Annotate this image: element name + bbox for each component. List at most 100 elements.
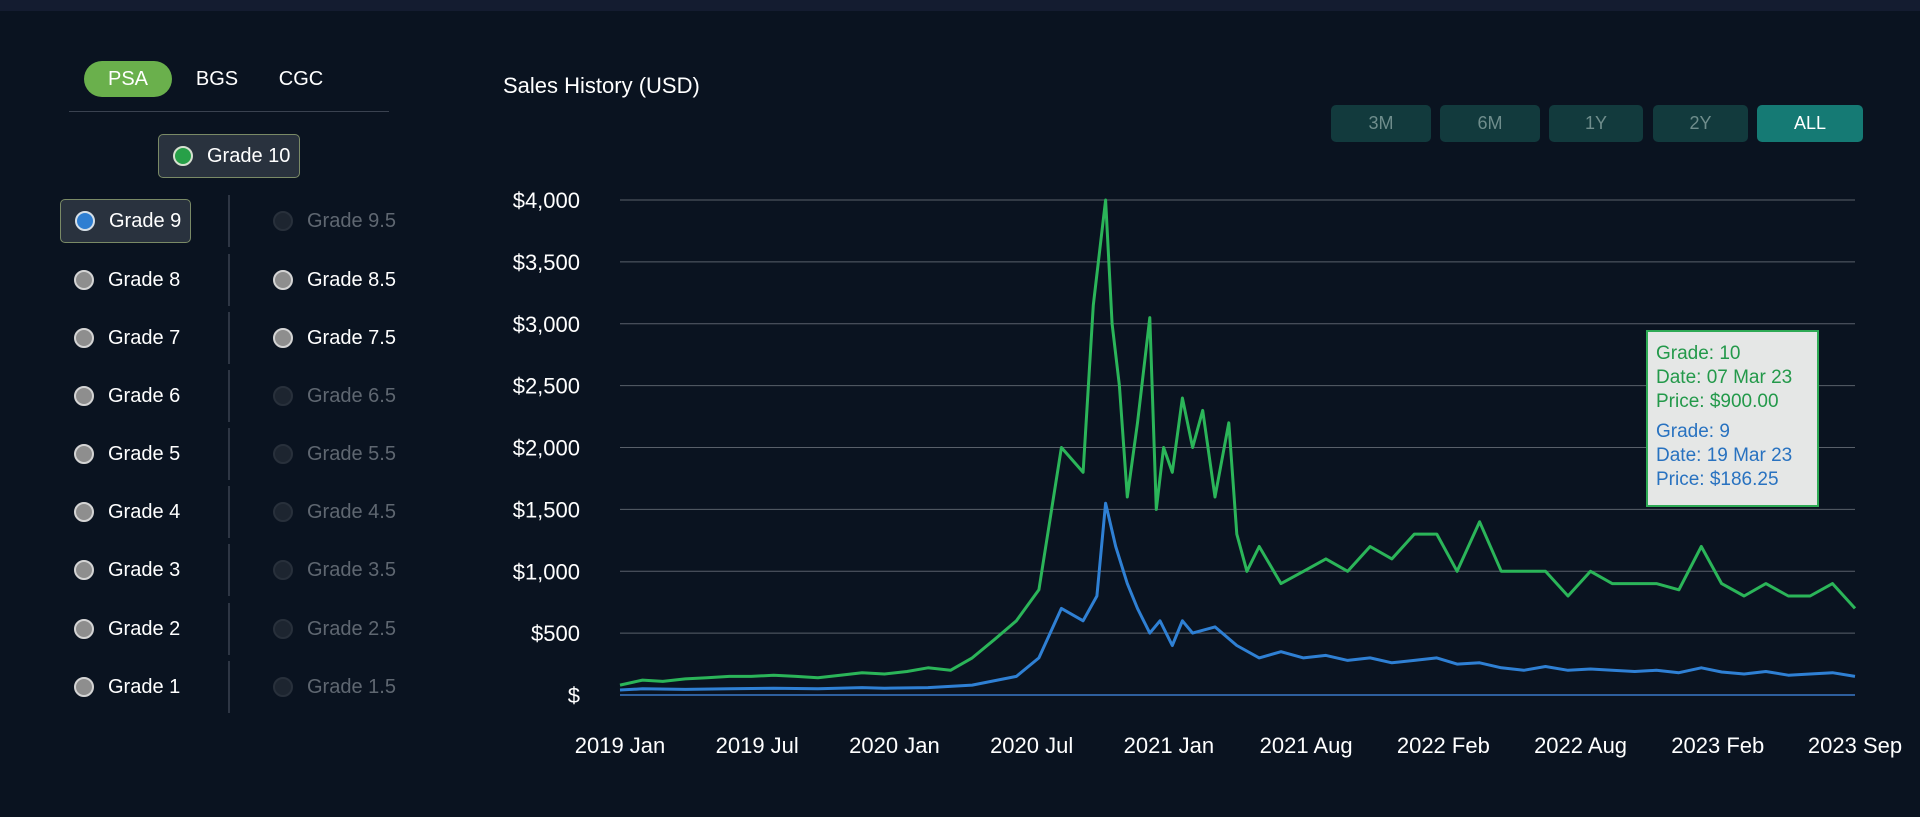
grade-10-label: Grade 10 bbox=[207, 144, 291, 167]
grade-label: Grade 3 bbox=[108, 558, 181, 581]
grade-toggle-left-6[interactable]: Grade 4 bbox=[60, 490, 210, 534]
grade-column-separator bbox=[228, 254, 230, 306]
grade-color-dot bbox=[74, 619, 94, 639]
grade-label: Grade 9.5 bbox=[307, 209, 396, 232]
top-strip bbox=[0, 0, 1920, 11]
grade-column-separator bbox=[228, 486, 230, 538]
tab-psa[interactable]: PSA bbox=[84, 61, 172, 97]
grade-column-separator bbox=[228, 661, 230, 713]
range-6m-button[interactable]: 6M bbox=[1440, 105, 1540, 142]
grade-label: Grade 7.5 bbox=[307, 326, 396, 349]
y-tick-label: $4,000 bbox=[513, 188, 580, 213]
grade-toggle-left-9[interactable]: Grade 1 bbox=[60, 665, 210, 709]
tab-cgc[interactable]: CGC bbox=[278, 68, 324, 90]
grade-column-separator bbox=[228, 195, 230, 247]
grade-color-dot bbox=[273, 444, 293, 464]
grade-color-dot bbox=[74, 444, 94, 464]
grade-toggle-left-7[interactable]: Grade 3 bbox=[60, 548, 210, 592]
tooltip-grade10-price: Price: $900.00 bbox=[1656, 391, 1779, 412]
grade-column-separator bbox=[228, 544, 230, 596]
grade-label: Grade 2 bbox=[108, 617, 181, 640]
grade-toggle-right-3[interactable]: Grade 7.5 bbox=[273, 316, 423, 360]
grade-color-dot bbox=[74, 502, 94, 522]
grade-color-dot bbox=[273, 386, 293, 406]
grade-10-toggle[interactable]: Grade 10 bbox=[158, 134, 300, 178]
chart-tooltip: Grade: 10 Date: 07 Mar 23 Price: $900.00… bbox=[1646, 330, 1819, 507]
x-tick-label: 2020 Jul bbox=[990, 733, 1073, 758]
grade-label: Grade 8.5 bbox=[307, 268, 396, 291]
grade-color-dot bbox=[273, 619, 293, 639]
x-tick-label: 2023 Feb bbox=[1671, 733, 1764, 758]
grade-color-dot bbox=[74, 270, 94, 290]
grade-toggle-right-8[interactable]: Grade 2.5 bbox=[273, 607, 423, 651]
grade-color-dot bbox=[273, 560, 293, 580]
tooltip-grade9-date: Date: 19 Mar 23 bbox=[1656, 445, 1793, 466]
x-tick-label: 2019 Jan bbox=[575, 733, 666, 758]
grade-color-dot bbox=[273, 211, 293, 231]
grade-label: Grade 8 bbox=[108, 268, 181, 291]
grade-color-dot bbox=[75, 211, 95, 231]
grade-color-dot bbox=[74, 386, 94, 406]
grade-label: Grade 4.5 bbox=[307, 500, 396, 523]
grade-10-color-dot bbox=[173, 146, 193, 166]
tooltip-grade10-date: Date: 07 Mar 23 bbox=[1656, 367, 1793, 388]
grade-label: Grade 5 bbox=[108, 442, 181, 465]
grade-toggle-left-3[interactable]: Grade 7 bbox=[60, 316, 210, 360]
series-line-grade-9 bbox=[619, 501, 1856, 692]
range-all-button[interactable]: ALL bbox=[1757, 105, 1863, 142]
grade-toggle-right-6[interactable]: Grade 4.5 bbox=[273, 490, 423, 534]
grade-label: Grade 9 bbox=[109, 209, 182, 232]
grade-label: Grade 2.5 bbox=[307, 617, 396, 640]
grade-toggle-right-9[interactable]: Grade 1.5 bbox=[273, 665, 423, 709]
grade-column-separator bbox=[228, 603, 230, 655]
x-tick-label: 2019 Jul bbox=[716, 733, 799, 758]
grade-label: Grade 7 bbox=[108, 326, 181, 349]
tooltip-grade10-grade: Grade: 10 bbox=[1656, 343, 1741, 364]
grader-tabs: PSA BGS CGC bbox=[68, 49, 388, 97]
grade-color-dot bbox=[74, 328, 94, 348]
y-tick-label: $3,500 bbox=[513, 250, 580, 275]
grade-label: Grade 6.5 bbox=[307, 384, 396, 407]
grade-toggle-left-8[interactable]: Grade 2 bbox=[60, 607, 210, 651]
grade-toggle-right-4[interactable]: Grade 6.5 bbox=[273, 374, 423, 418]
grade-label: Grade 5.5 bbox=[307, 442, 396, 465]
x-tick-label: 2023 Sep bbox=[1808, 733, 1902, 758]
grade-toggle-left-5[interactable]: Grade 5 bbox=[60, 432, 210, 476]
y-tick-label: $3,000 bbox=[513, 312, 580, 337]
grade-color-dot bbox=[273, 502, 293, 522]
range-2y-button[interactable]: 2Y bbox=[1653, 105, 1748, 142]
y-tick-label: $1,000 bbox=[513, 559, 580, 584]
grade-toggle-right-5[interactable]: Grade 5.5 bbox=[273, 432, 423, 476]
series-line-grade-10 bbox=[619, 198, 1857, 687]
x-tick-label: 2021 Jan bbox=[1124, 733, 1215, 758]
grade-color-dot bbox=[74, 560, 94, 580]
grade-label: Grade 1.5 bbox=[307, 675, 396, 698]
grade-toggle-right-7[interactable]: Grade 3.5 bbox=[273, 548, 423, 592]
range-1y-button[interactable]: 1Y bbox=[1549, 105, 1643, 142]
grade-column-separator bbox=[228, 428, 230, 480]
tooltip-grade9-grade: Grade: 9 bbox=[1656, 421, 1730, 442]
grade-toggle-right-2[interactable]: Grade 8.5 bbox=[273, 258, 423, 302]
grade-color-dot bbox=[273, 328, 293, 348]
tab-bgs[interactable]: BGS bbox=[195, 68, 239, 90]
grade-color-dot bbox=[273, 270, 293, 290]
y-tick-label: $500 bbox=[531, 621, 580, 646]
grade-toggle-left-4[interactable]: Grade 6 bbox=[60, 374, 210, 418]
y-tick-label: $ bbox=[568, 683, 580, 708]
grade-toggle-left-1[interactable]: Grade 9 bbox=[60, 199, 191, 243]
grade-column-separator bbox=[228, 312, 230, 364]
x-tick-label: 2022 Feb bbox=[1397, 733, 1490, 758]
grade-color-dot bbox=[273, 677, 293, 697]
y-tick-label: $2,500 bbox=[513, 374, 580, 399]
grade-toggle-left-2[interactable]: Grade 8 bbox=[60, 258, 210, 302]
x-tick-label: 2020 Jan bbox=[849, 733, 940, 758]
x-tick-label: 2021 Aug bbox=[1260, 733, 1353, 758]
tab-divider bbox=[69, 111, 389, 112]
range-3m-button[interactable]: 3M bbox=[1331, 105, 1431, 142]
grade-label: Grade 1 bbox=[108, 675, 181, 698]
grade-toggle-right-1[interactable]: Grade 9.5 bbox=[273, 199, 423, 243]
grade-color-dot bbox=[74, 677, 94, 697]
grade-label: Grade 4 bbox=[108, 500, 181, 523]
grade-column-separator bbox=[228, 370, 230, 422]
